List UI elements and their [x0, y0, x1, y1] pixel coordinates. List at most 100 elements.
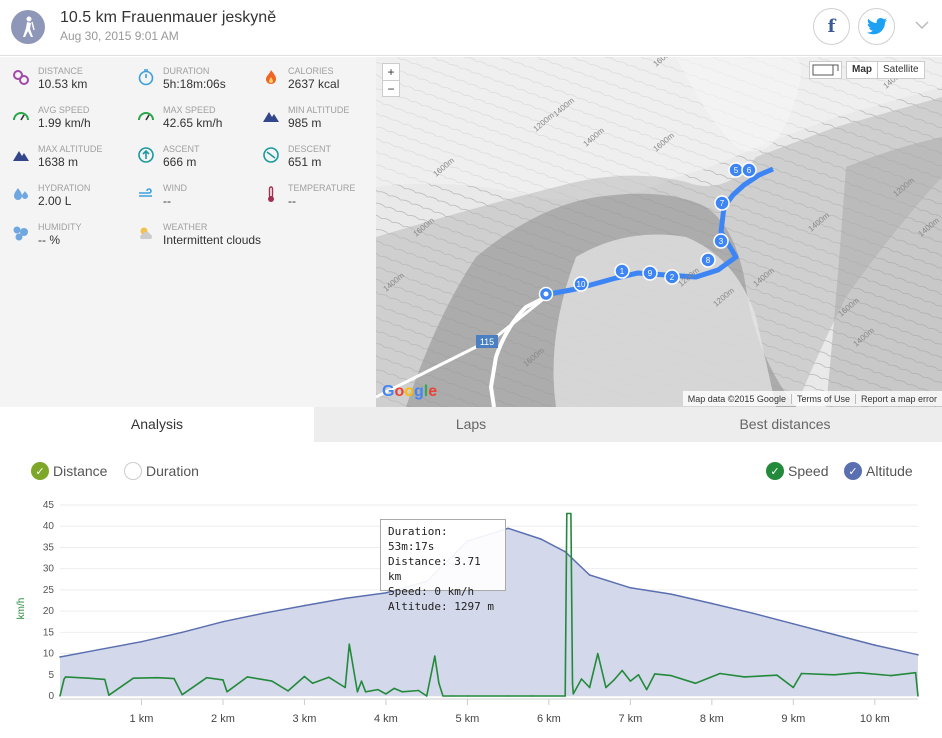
speedometer-icon: [137, 107, 155, 125]
zoom-controls: + −: [382, 63, 400, 97]
stopwatch-icon: [137, 68, 155, 86]
report-map-error-link[interactable]: Report a map error: [854, 393, 942, 404]
cloud-sun-icon: [137, 224, 155, 242]
mountain-icon: [262, 107, 280, 125]
legend-altitude[interactable]: ✓ Altitude: [844, 462, 913, 480]
zoom-in-button[interactable]: +: [387, 65, 395, 79]
altitude-area: [60, 528, 918, 696]
facebook-share-button[interactable]: f: [813, 8, 850, 45]
stat-label: Wind: [163, 183, 187, 193]
twitter-share-button[interactable]: [858, 8, 895, 45]
speed-point: [833, 674, 835, 676]
speed-point: [670, 674, 672, 677]
x-tick-label: 7 km: [618, 713, 642, 725]
facebook-icon: f: [827, 16, 836, 37]
speed-point: [597, 652, 599, 655]
route-marker[interactable]: 7: [714, 195, 730, 211]
analysis-tabs: Analysis Laps Best distances: [0, 407, 942, 442]
route-map[interactable]: 115 1600m 1400m 1200m 1400m 1600m 1400m 1200m 1…: [376, 57, 942, 407]
tab-laps[interactable]: Laps: [455, 416, 487, 432]
speed-point: [890, 674, 892, 677]
terms-of-use-link[interactable]: Terms of Use: [790, 393, 855, 404]
speed-point: [222, 679, 224, 681]
stat-label: Descent: [288, 144, 332, 154]
altitude-point: [99, 648, 102, 651]
speed-point: [743, 676, 746, 678]
y-tick-label: 40: [43, 521, 55, 532]
speed-point: [287, 690, 289, 692]
speed-point: [531, 695, 534, 697]
stat-max-speed: Max speed 42.65 km/h: [137, 105, 257, 141]
route-marker[interactable]: 6: [741, 162, 757, 178]
activity-header: 10.5 km Frauenmauer jeskyně Aug 30, 2015…: [0, 0, 942, 56]
route-marker-label: 9: [648, 269, 653, 278]
stat-descent: Descent 651 m: [262, 144, 382, 180]
unchecked-circle-icon: [124, 462, 142, 480]
analysis-chart[interactable]: 0 5 10 15 20 25 30 35 40 45 km/h 1 km 2 km 3 km 4 km 5 …: [0, 490, 942, 738]
speed-point: [344, 686, 346, 689]
route-marker[interactable]: 5: [728, 162, 744, 178]
start-pin-icon[interactable]: [538, 286, 554, 302]
stat-wind: Wind --: [137, 183, 257, 219]
descent-icon: [262, 146, 280, 164]
speed-point: [271, 680, 273, 682]
stat-value: 1638 m: [38, 155, 79, 169]
activity-title: 10.5 km Frauenmauer jeskyně: [60, 9, 277, 26]
map-type-satellite-button[interactable]: Satellite: [883, 64, 919, 75]
zoom-out-button[interactable]: −: [383, 80, 399, 97]
legend-distance[interactable]: ✓ Distance: [31, 462, 107, 480]
speed-point: [205, 677, 208, 679]
y-tick-label: 0: [48, 691, 54, 702]
route-marker-label: 2: [670, 273, 675, 282]
fullscreen-button[interactable]: [809, 61, 842, 79]
route-marker-label: 6: [747, 166, 752, 175]
stat-label: Distance: [38, 66, 83, 76]
stats-panel: Distance 10.53 km Duration 5h:18m:06s Calori…: [0, 57, 376, 407]
speed-point: [438, 682, 440, 684]
route-marker[interactable]: 10: [573, 276, 589, 292]
route-marker[interactable]: 2: [664, 269, 680, 285]
speed-point: [588, 686, 591, 689]
altitude-point: [792, 623, 795, 625]
legend-speed[interactable]: ✓ Speed: [766, 462, 828, 480]
chevron-down-icon[interactable]: [912, 18, 932, 38]
speed-point: [570, 512, 572, 515]
altitude-point: [629, 586, 632, 589]
x-tick-label: 6 km: [537, 713, 561, 725]
altitude-point: [564, 550, 566, 553]
stat-label: Humidity: [38, 222, 82, 232]
drops-icon: [12, 185, 30, 203]
y-tick-label: 35: [43, 542, 55, 553]
tab-best-distances[interactable]: Best distances: [739, 416, 831, 432]
road-label: 115: [480, 337, 494, 347]
speed-point: [621, 669, 623, 672]
speed-point: [181, 694, 183, 696]
x-tick-label: 10 km: [860, 713, 890, 725]
stat-label: Max altitude: [38, 144, 103, 154]
chart-tooltip: Duration: 53m:17s Distance: 3.71 km Spee…: [380, 519, 506, 613]
stat-value: -- %: [38, 233, 60, 247]
stat-value: 5h:18m:06s: [163, 77, 226, 91]
tab-analysis[interactable]: Analysis: [0, 407, 314, 442]
route-marker[interactable]: 3: [713, 233, 729, 249]
altitude-point: [262, 612, 265, 615]
tooltip-duration: Duration: 53m:17s: [388, 525, 448, 553]
speed-point: [348, 643, 350, 645]
altitude-point: [507, 527, 509, 530]
stat-duration: Duration 5h:18m:06s: [137, 66, 257, 102]
stat-avg-speed: Avg speed 1.99 km/h: [12, 105, 132, 141]
speed-point: [87, 677, 90, 679]
legend-duration[interactable]: Duration: [124, 462, 199, 480]
route-marker[interactable]: 8: [700, 252, 716, 268]
stat-label: Min altitude: [288, 105, 350, 115]
stat-distance: Distance 10.53 km: [12, 66, 132, 102]
stat-label: Duration: [163, 66, 210, 76]
route-marker[interactable]: 9: [642, 265, 658, 281]
tooltip-distance: Distance: 3.71 km: [388, 555, 481, 583]
stat-value: --: [163, 194, 171, 208]
y-tick-label: 5: [48, 670, 54, 681]
route-marker[interactable]: 1: [614, 263, 630, 279]
ascent-icon: [137, 146, 155, 164]
map-type-map-button[interactable]: Map: [847, 62, 878, 78]
